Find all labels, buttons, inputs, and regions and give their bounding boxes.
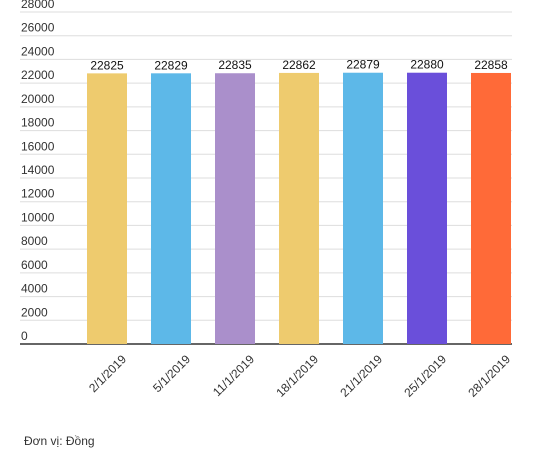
y-tick-label: 20000 — [21, 92, 55, 106]
y-tick-label: 2000 — [21, 305, 48, 319]
x-axis: 2/1/2019 5/1/2019 11/1/2019 18/1/2019 21/1/2… — [86, 352, 513, 400]
x-tick-label: 21/1/2019 — [337, 352, 385, 400]
x-tick-label: 5/1/2019 — [150, 352, 193, 395]
y-tick-label: 10000 — [21, 210, 55, 224]
x-tick-label: 25/1/2019 — [401, 352, 449, 400]
data-labels: 22825 22829 22835 22862 22879 22880 22858 — [90, 58, 508, 73]
bar — [407, 72, 447, 345]
data-label: 22835 — [218, 58, 252, 72]
y-tick-label: 24000 — [21, 44, 55, 58]
y-axis: 0 2000 4000 6000 8000 10000 12000 14000 16000 180… — [21, 0, 55, 343]
bar — [343, 72, 383, 344]
y-tick-label: 18000 — [21, 116, 55, 130]
y-tick-label: 6000 — [21, 258, 48, 272]
x-tick-label: 2/1/2019 — [86, 352, 129, 395]
y-tick-label: 4000 — [21, 282, 48, 296]
y-tick-label: 28000 — [21, 0, 55, 11]
bars — [87, 72, 511, 345]
y-tick-label: 26000 — [21, 21, 55, 35]
data-label: 22880 — [410, 58, 444, 72]
bar — [471, 72, 511, 345]
y-tick-label: 22000 — [21, 68, 55, 82]
bar — [151, 73, 191, 344]
unit-note: Đơn vị: Đồng — [24, 434, 95, 448]
data-label: 22825 — [90, 58, 124, 72]
x-tick-label: 11/1/2019 — [210, 352, 257, 399]
bar — [215, 73, 255, 345]
y-tick-label: 14000 — [21, 163, 55, 177]
x-tick-label: 28/1/2019 — [465, 352, 513, 400]
data-label: 22879 — [346, 58, 380, 72]
data-label: 22862 — [282, 58, 316, 72]
y-tick-label: 12000 — [21, 187, 55, 201]
y-tick-label: 8000 — [21, 234, 48, 248]
y-tick-label: 0 — [21, 329, 28, 343]
data-label: 22829 — [154, 58, 188, 72]
y-tick-label: 16000 — [21, 139, 55, 153]
bar — [279, 72, 319, 344]
bar — [87, 73, 127, 344]
data-label: 22858 — [474, 58, 508, 72]
x-tick-label: 18/1/2019 — [273, 352, 321, 400]
